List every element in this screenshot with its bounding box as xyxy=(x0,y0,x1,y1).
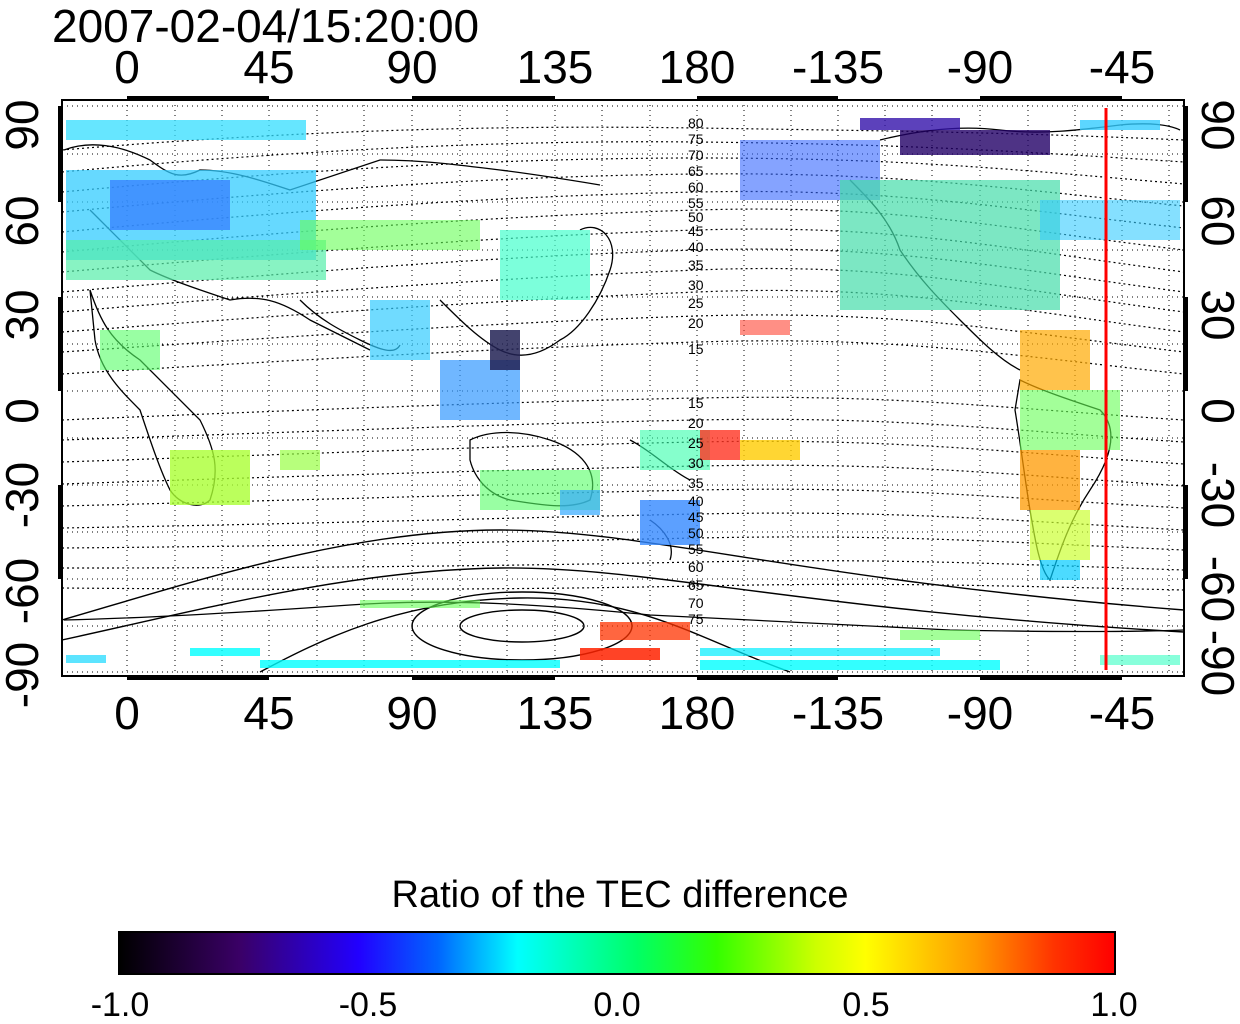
contour-label: 50 xyxy=(688,209,704,225)
bottom-lon-tick: -135 xyxy=(791,687,885,739)
contour-label: 55 xyxy=(688,541,704,557)
contour-label: 60 xyxy=(688,179,704,195)
top-lon-tick: 180 xyxy=(658,41,736,93)
contour-label: 40 xyxy=(688,493,704,509)
top-lon-tick: 45 xyxy=(243,41,295,93)
contour-label: 55 xyxy=(688,195,704,211)
contour-label: 35 xyxy=(688,257,704,273)
colorbar-tick-label: -0.5 xyxy=(338,986,398,1024)
axis-bands-horizontal xyxy=(127,96,1122,680)
top-lon-tick: 135 xyxy=(516,41,594,93)
contour-label: 70 xyxy=(688,595,704,611)
contour-label: 25 xyxy=(688,295,704,311)
contour-label: 45 xyxy=(688,509,704,525)
colorbar-tick-label: 0.0 xyxy=(593,986,641,1024)
contour-label: 75 xyxy=(688,611,704,627)
contour-label: 80 xyxy=(688,115,704,131)
top-lon-tick: -135 xyxy=(791,41,885,93)
contour-label: 20 xyxy=(688,315,704,331)
bottom-lon-tick: -90 xyxy=(946,687,1014,739)
colorbar-tick-label: 1.0 xyxy=(1090,986,1138,1024)
contour-labels-north: 80 75 70 65 60 55 50 45 40 35 30 25 20 1… xyxy=(688,115,704,357)
contour-label: 40 xyxy=(688,239,704,255)
bottom-lon-tick: 45 xyxy=(243,687,295,739)
contour-label: 70 xyxy=(688,147,704,163)
map-timestamp: 2007-02-04/15:20:00 xyxy=(52,0,480,52)
axis-bands-vertical xyxy=(58,106,1188,579)
bottom-lon-tick: 90 xyxy=(386,687,438,739)
top-lon-tick: 90 xyxy=(386,41,438,93)
contour-label: 75 xyxy=(688,131,704,147)
contour-label: 25 xyxy=(688,435,704,451)
top-lon-tick: -90 xyxy=(946,41,1014,93)
contour-label: 30 xyxy=(688,277,704,293)
contour-label: 45 xyxy=(688,223,704,239)
colorbar-title: Ratio of the TEC difference xyxy=(391,874,849,916)
contour-label: 60 xyxy=(688,559,704,575)
colorbar-tick-label: -1.0 xyxy=(90,986,150,1024)
contour-label: 35 xyxy=(688,475,704,491)
contour-labels-south: 15 20 25 30 35 40 45 50 55 60 65 70 75 xyxy=(688,395,704,627)
top-lon-tick: 0 xyxy=(114,41,140,93)
bottom-lon-tick: -45 xyxy=(1088,687,1156,739)
contour-label: 65 xyxy=(688,163,704,179)
bottom-lon-tick: 135 xyxy=(516,687,594,739)
colorbar xyxy=(118,931,1116,975)
tec-data-patches xyxy=(66,118,1180,670)
contour-label: 15 xyxy=(688,395,704,411)
contour-label: 20 xyxy=(688,415,704,431)
bottom-lon-tick: 0 xyxy=(114,687,140,739)
top-lon-tick: -45 xyxy=(1088,41,1156,93)
contour-label: 15 xyxy=(688,341,704,357)
colorbar-tick-label: 0.5 xyxy=(842,986,890,1024)
contour-label: 30 xyxy=(688,455,704,471)
bottom-lon-tick: 180 xyxy=(658,687,736,739)
contour-label: 65 xyxy=(688,577,704,593)
contour-label: 50 xyxy=(688,525,704,541)
